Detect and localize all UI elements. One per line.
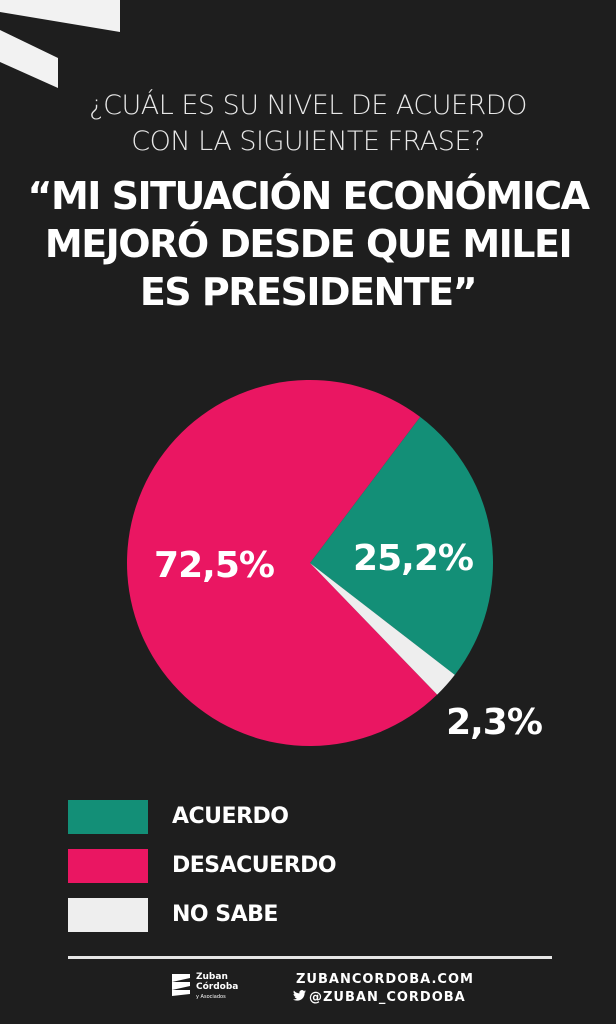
footer-divider bbox=[68, 956, 552, 959]
pie-label-acuerdo: 25,2% bbox=[353, 538, 473, 579]
quoted-statement: “MI SITUACIÓN ECONÓMICA MEJORÓ DESDE QUE… bbox=[0, 172, 616, 316]
website-link[interactable]: ZUBANCORDOBA.COM bbox=[296, 972, 474, 987]
quote-line: “MI SITUACIÓN ECONÓMICA bbox=[27, 174, 590, 218]
corner-stripes-decoration bbox=[0, 0, 120, 88]
logo-wordmark: Zuban Córdoba y Asociados bbox=[196, 972, 238, 1002]
pie-slice-desacuerdo bbox=[126, 379, 438, 746]
pie-label-desacuerdo: 72,5% bbox=[154, 545, 274, 586]
pie-label-no-sabe: 2,3% bbox=[446, 702, 542, 743]
survey-question: ¿CUÁL ES SU NIVEL DE ACUERDO CON LA SIGU… bbox=[0, 88, 616, 160]
legend-swatch-desacuerdo bbox=[68, 849, 148, 883]
pie-slice-acuerdo bbox=[310, 416, 493, 675]
question-line: CON LA SIGUIENTE FRASE? bbox=[131, 126, 485, 157]
pie-slice-no-sabe bbox=[310, 563, 455, 695]
legend-label-acuerdo: ACUERDO bbox=[172, 804, 289, 829]
twitter-handle-text: @ZUBAN_CORDOBA bbox=[309, 990, 466, 1005]
twitter-bird-icon bbox=[293, 990, 306, 1001]
legend-label-no-sabe: NO SABE bbox=[172, 902, 278, 927]
quote-line: ES PRESIDENTE” bbox=[139, 270, 478, 314]
legend-swatch-no-sabe bbox=[68, 898, 148, 932]
logo-name: Zuban bbox=[196, 972, 228, 982]
legend-swatch-acuerdo bbox=[68, 800, 148, 834]
logo-name-2: Córdoba bbox=[196, 982, 239, 992]
zuban-cordoba-logo-icon bbox=[172, 974, 190, 996]
legend-label-desacuerdo: DESACUERDO bbox=[172, 853, 337, 878]
logo-subtitle: y Asociados bbox=[196, 994, 226, 1000]
question-line: ¿CUÁL ES SU NIVEL DE ACUERDO bbox=[89, 90, 527, 121]
twitter-handle[interactable]: @ZUBAN_CORDOBA bbox=[293, 990, 466, 1005]
quote-line: MEJORÓ DESDE QUE MILEI bbox=[44, 222, 573, 266]
pie-chart: 25,2% 72,5% 2,3% bbox=[126, 379, 543, 746]
